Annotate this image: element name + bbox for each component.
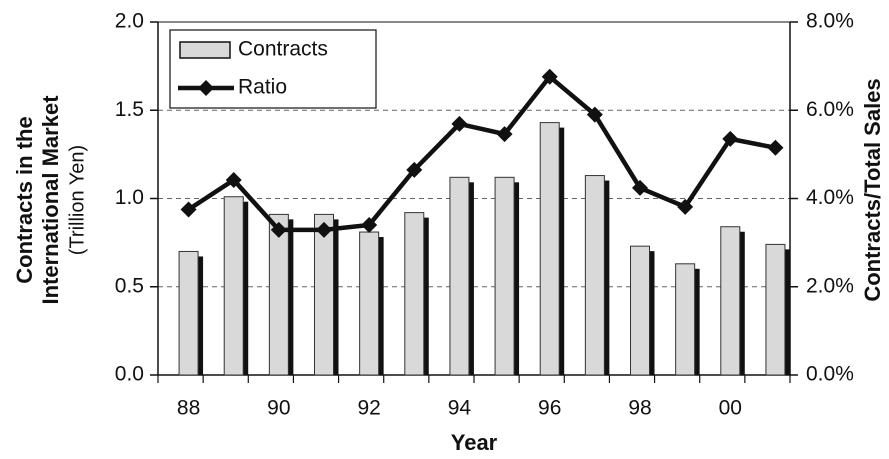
bar (494, 176, 515, 376)
marker (316, 221, 332, 238)
legend-marker (198, 80, 214, 96)
y-axis-title-line: (Trillion Yen) (66, 145, 88, 255)
bar (268, 213, 289, 376)
x-tick-label: 90 (267, 397, 290, 420)
y-axis-title-line: International Market (38, 95, 63, 305)
y2-tick-label: 6.0% (806, 98, 854, 121)
marker (361, 216, 378, 233)
bar (584, 175, 605, 376)
y-axis-title-line: Contracts in the (12, 116, 37, 283)
marker (406, 161, 423, 178)
marker (767, 139, 784, 156)
bar (630, 245, 650, 376)
marker (270, 221, 287, 238)
y-axis-title: Contracts in the International Market (T… (12, 95, 88, 305)
x-tick-label: 92 (357, 397, 380, 420)
marker (225, 171, 242, 188)
bar (314, 213, 334, 376)
bar (675, 263, 696, 376)
x-tick-label: 94 (448, 397, 472, 420)
legend-swatch (179, 41, 231, 59)
marker (180, 201, 197, 218)
bar (765, 243, 786, 376)
marker (496, 126, 513, 143)
x-tick-label: 88 (177, 397, 200, 420)
bar (223, 196, 244, 376)
bar (404, 212, 425, 376)
x-axis-title: Year (451, 430, 498, 455)
y-tick-label: 2.0 (115, 10, 144, 33)
legend-label: Ratio (238, 76, 287, 99)
bar (539, 122, 560, 376)
y-tick-label: 1.5 (115, 98, 144, 121)
bar (720, 226, 741, 376)
x-tick-label: 00 (719, 397, 742, 420)
marker (451, 115, 468, 132)
legend-label: Contracts (238, 38, 328, 61)
y2-tick-label: 0.0% (806, 363, 854, 386)
y-tick-label: 0.5 (115, 274, 144, 297)
bar (359, 231, 380, 376)
y-tick-label: 1.0 (115, 186, 144, 209)
y2-tick-label: 2.0% (806, 274, 854, 297)
bar (449, 176, 470, 376)
bar (178, 250, 199, 376)
x-tick-label: 98 (628, 397, 651, 420)
marker (586, 106, 603, 123)
y2-axis-title: Contracts/Total Sales (860, 78, 885, 301)
marker (541, 68, 558, 85)
y2-tick-label: 8.0% (806, 10, 854, 33)
marker (677, 198, 694, 215)
marker (722, 130, 739, 147)
y-tick-label: 0.0 (115, 363, 144, 386)
y2-tick-label: 4.0% (806, 186, 854, 209)
marker (632, 179, 648, 196)
x-tick-label: 96 (538, 397, 561, 420)
